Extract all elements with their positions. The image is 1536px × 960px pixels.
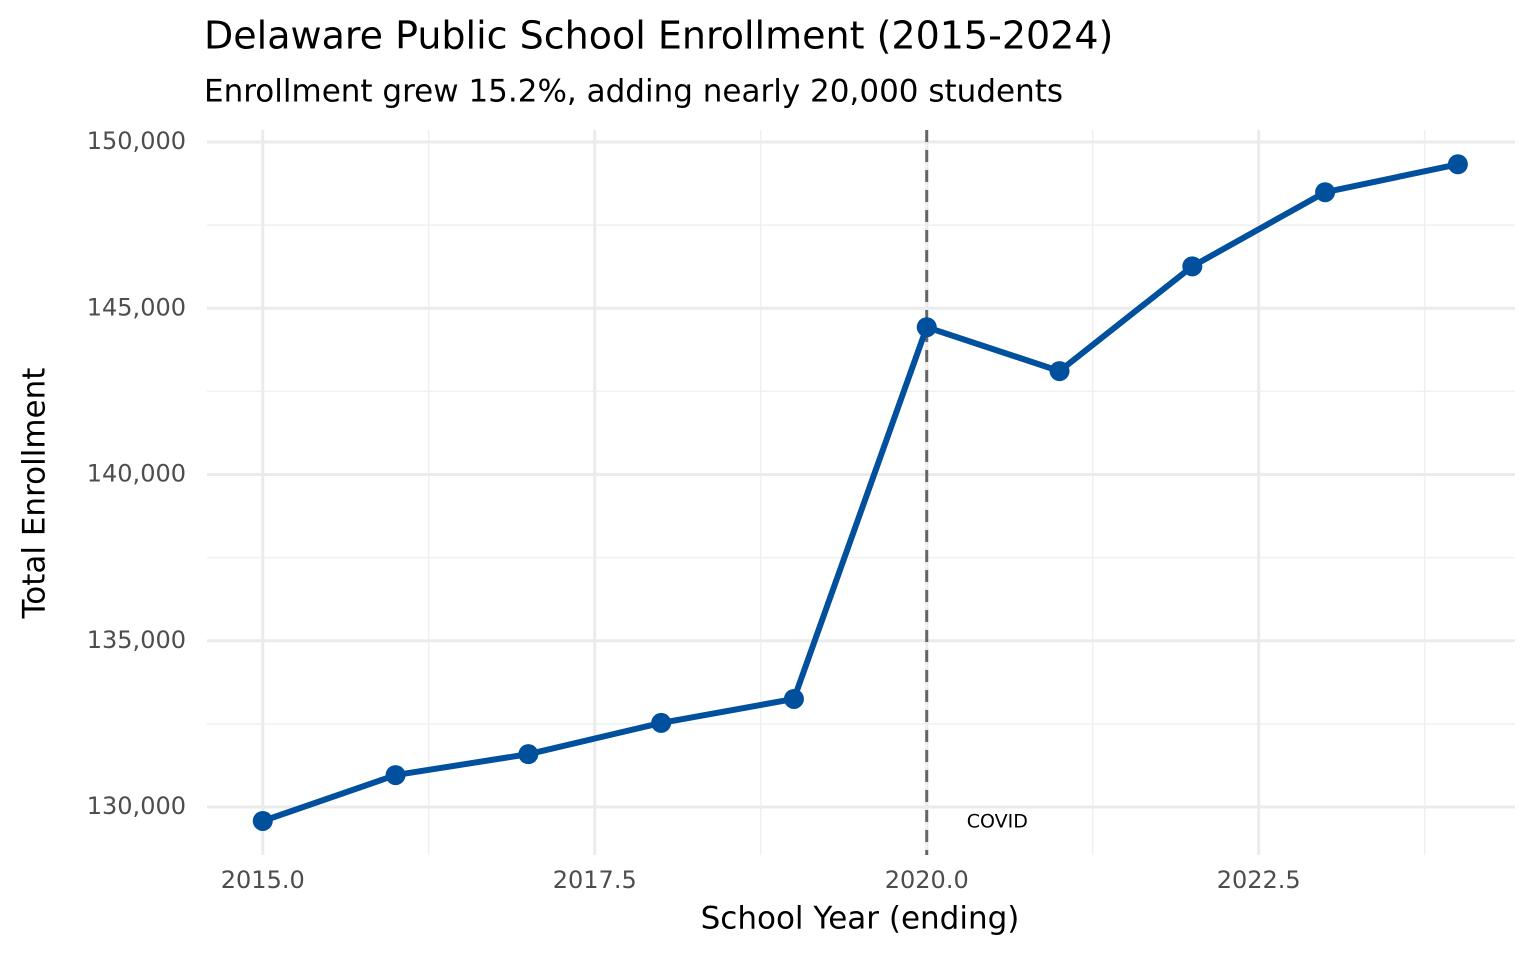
data-point (252, 810, 273, 831)
chart-title: Delaware Public School Enrollment (2015-… (204, 14, 1113, 58)
y-tick-label: 140,000 (87, 460, 186, 488)
data-point (385, 765, 406, 786)
y-tick-label: 145,000 (87, 293, 186, 321)
data-point (518, 744, 539, 765)
data-point (1182, 256, 1203, 277)
x-tick-label: 2015.0 (221, 866, 305, 894)
y-tick-label: 150,000 (87, 127, 186, 155)
y-tick-label: 135,000 (87, 626, 186, 654)
x-tick-label: 2017.5 (553, 866, 637, 894)
data-point (783, 688, 804, 709)
data-point (1447, 154, 1468, 175)
data-point (1049, 361, 1070, 382)
x-axis-label: School Year (ending) (701, 901, 1020, 937)
data-point (916, 317, 937, 338)
x-tick-label: 2022.5 (1217, 866, 1301, 894)
x-tick-label: 2020.0 (885, 866, 969, 894)
y-tick-label: 130,000 (87, 792, 186, 820)
data-point (651, 712, 672, 733)
y-axis-label: Total Enrollment (17, 368, 53, 620)
data-point (1315, 182, 1336, 203)
annotation: COVID (967, 811, 1028, 833)
chart-subtitle: Enrollment grew 15.2%, adding nearly 20,… (204, 74, 1063, 110)
series-line (261, 161, 1459, 824)
